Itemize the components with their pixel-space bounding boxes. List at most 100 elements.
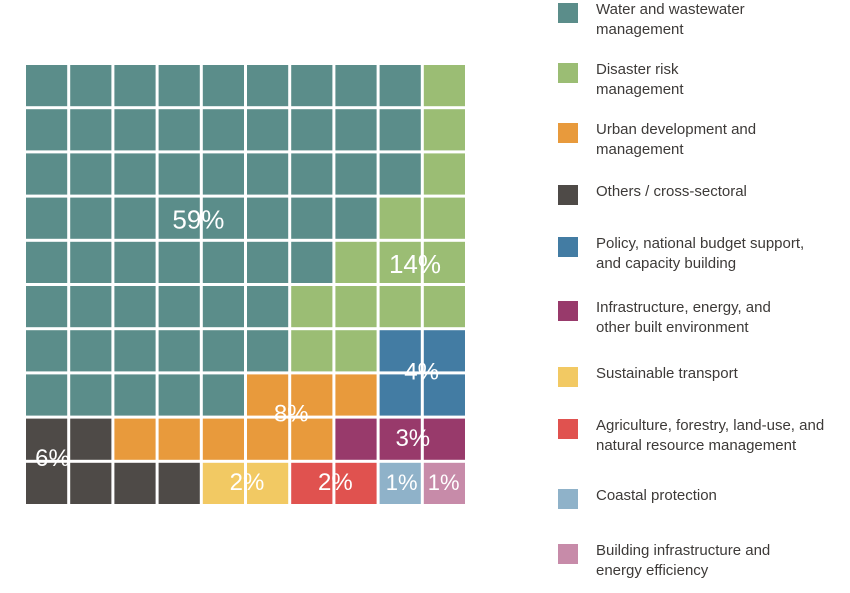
waffle-cell-water-and-wastewater-management — [114, 153, 156, 195]
waffle-cell-disaster-risk-management — [423, 65, 465, 107]
waffle-cell-urban-development-and-management — [158, 418, 200, 460]
waffle-cell-disaster-risk-management — [379, 286, 421, 328]
legend-label: Others / cross-sectoral — [596, 183, 747, 200]
waffle-cell-water-and-wastewater-management — [335, 65, 377, 107]
data-label-policy-national-budget-support-and-capacity-building: 4% — [404, 359, 439, 386]
legend-label: Urban development and management — [596, 121, 757, 158]
legend-label: Policy, national budget support, and cap… — [596, 235, 805, 272]
waffle-cell-infrastructure-energy-and-other-built-environment — [335, 418, 377, 460]
waffle-cell-water-and-wastewater-management — [114, 374, 156, 416]
waffle-cell-policy-national-budget-support-and-capacity-building — [423, 374, 465, 416]
legend-swatch — [558, 3, 578, 23]
waffle-cell-water-and-wastewater-management — [379, 153, 421, 195]
waffle-cell-policy-national-budget-support-and-capacity-building — [379, 330, 421, 372]
waffle-cell-urban-development-and-management — [335, 374, 377, 416]
waffle-cell-water-and-wastewater-management — [202, 197, 244, 239]
waffle-cell-water-and-wastewater-management — [247, 197, 289, 239]
waffle-cell-water-and-wastewater-management — [114, 65, 156, 107]
waffle-cell-infrastructure-energy-and-other-built-environment — [423, 418, 465, 460]
waffle-cell-others-cross-sectoral — [158, 462, 200, 504]
waffle-cell-water-and-wastewater-management — [379, 65, 421, 107]
data-label-coastal-protection: 1% — [386, 470, 418, 495]
legend-label: Disaster risk management — [596, 61, 684, 98]
waffle-cell-water-and-wastewater-management — [202, 286, 244, 328]
waffle-cell-water-and-wastewater-management — [114, 330, 156, 372]
waffle-cell-disaster-risk-management — [379, 241, 421, 283]
waffle-cell-water-and-wastewater-management — [202, 109, 244, 151]
data-label-infrastructure-energy-and-other-built-environment: 3% — [395, 425, 430, 452]
waffle-cell-urban-development-and-management — [202, 418, 244, 460]
waffle-cell-agriculture-forestry-land-use-and-natural-resource-management — [335, 462, 377, 504]
data-label-sustainable-transport: 2% — [230, 469, 265, 496]
waffle-cell-water-and-wastewater-management — [26, 109, 68, 151]
waffle-cell-water-and-wastewater-management — [247, 241, 289, 283]
waffle-cell-water-and-wastewater-management — [247, 286, 289, 328]
waffle-cell-water-and-wastewater-management — [26, 374, 68, 416]
waffle-cell-others-cross-sectoral — [26, 462, 68, 504]
waffle-cell-water-and-wastewater-management — [114, 241, 156, 283]
legend-label: Infrastructure, energy, and other built … — [596, 299, 771, 336]
waffle-cell-urban-development-and-management — [291, 418, 333, 460]
legend-swatch — [558, 367, 578, 387]
waffle-cell-water-and-wastewater-management — [247, 65, 289, 107]
waffle-cell-disaster-risk-management — [291, 286, 333, 328]
waffle-cell-water-and-wastewater-management — [70, 153, 112, 195]
waffle-cell-water-and-wastewater-management — [114, 197, 156, 239]
waffle-cell-water-and-wastewater-management — [335, 109, 377, 151]
data-label-agriculture-forestry-land-use-and-natural-resource-management: 2% — [318, 469, 353, 496]
data-label-disaster-risk-management: 14% — [389, 249, 441, 279]
legend-label: Sustainable transport — [596, 365, 738, 382]
waffle-cell-water-and-wastewater-management — [26, 65, 68, 107]
waffle-cell-disaster-risk-management — [379, 197, 421, 239]
waffle-cell-water-and-wastewater-management — [158, 153, 200, 195]
waffle-cell-disaster-risk-management — [423, 109, 465, 151]
waffle-cell-water-and-wastewater-management — [291, 65, 333, 107]
waffle-cell-disaster-risk-management — [423, 286, 465, 328]
waffle-cell-disaster-risk-management — [335, 286, 377, 328]
waffle-cell-water-and-wastewater-management — [202, 330, 244, 372]
waffle-cell-water-and-wastewater-management — [26, 241, 68, 283]
waffle-cell-water-and-wastewater-management — [114, 286, 156, 328]
waffle-cell-urban-development-and-management — [247, 418, 289, 460]
legend-swatch — [558, 237, 578, 257]
waffle-cell-others-cross-sectoral — [114, 462, 156, 504]
waffle-cell-water-and-wastewater-management — [158, 330, 200, 372]
waffle-cell-building-infrastructure-and-energy-efficiency — [423, 462, 465, 504]
waffle-cell-others-cross-sectoral — [26, 418, 68, 460]
waffle-cell-water-and-wastewater-management — [70, 197, 112, 239]
waffle-cell-water-and-wastewater-management — [291, 197, 333, 239]
waffle-cell-others-cross-sectoral — [70, 418, 112, 460]
waffle-cell-water-and-wastewater-management — [70, 65, 112, 107]
waffle-cell-water-and-wastewater-management — [26, 197, 68, 239]
waffle-cell-urban-development-and-management — [114, 418, 156, 460]
legend-swatch — [558, 544, 578, 564]
legend: Water and wastewater management Disaster … — [558, 0, 850, 593]
waffle-cell-infrastructure-energy-and-other-built-environment — [379, 418, 421, 460]
waffle-cell-water-and-wastewater-management — [247, 109, 289, 151]
legend-label: Agriculture, forestry, land-use, and nat… — [596, 417, 825, 454]
waffle-cell-water-and-wastewater-management — [291, 153, 333, 195]
waffle-cell-water-and-wastewater-management — [247, 153, 289, 195]
waffle-cell-urban-development-and-management — [291, 374, 333, 416]
legend-swatch — [558, 489, 578, 509]
waffle-cell-disaster-risk-management — [423, 241, 465, 283]
legend-label: Building infrastructure and energy effic… — [596, 542, 771, 579]
waffle-cell-water-and-wastewater-management — [114, 109, 156, 151]
waffle-cell-coastal-protection — [379, 462, 421, 504]
waffle-cell-water-and-wastewater-management — [158, 286, 200, 328]
waffle-cell-water-and-wastewater-management — [26, 286, 68, 328]
waffle-cell-water-and-wastewater-management — [26, 330, 68, 372]
waffle-cell-water-and-wastewater-management — [70, 241, 112, 283]
waffle-cell-water-and-wastewater-management — [202, 374, 244, 416]
waffle-cell-disaster-risk-management — [423, 197, 465, 239]
waffle-cell-water-and-wastewater-management — [158, 65, 200, 107]
waffle-cell-water-and-wastewater-management — [291, 241, 333, 283]
waffle-cell-water-and-wastewater-management — [247, 330, 289, 372]
waffle-cell-water-and-wastewater-management — [158, 197, 200, 239]
data-label-urban-development-and-management: 8% — [274, 401, 309, 428]
legend-swatch — [558, 419, 578, 439]
waffle-cell-water-and-wastewater-management — [335, 197, 377, 239]
legend-label: Coastal protection — [596, 487, 717, 504]
waffle-chart: 59% 14% 8% 6% 4% 3% 2% 2% 1% 1% — [26, 65, 465, 504]
waffle-cell-others-cross-sectoral — [70, 462, 112, 504]
